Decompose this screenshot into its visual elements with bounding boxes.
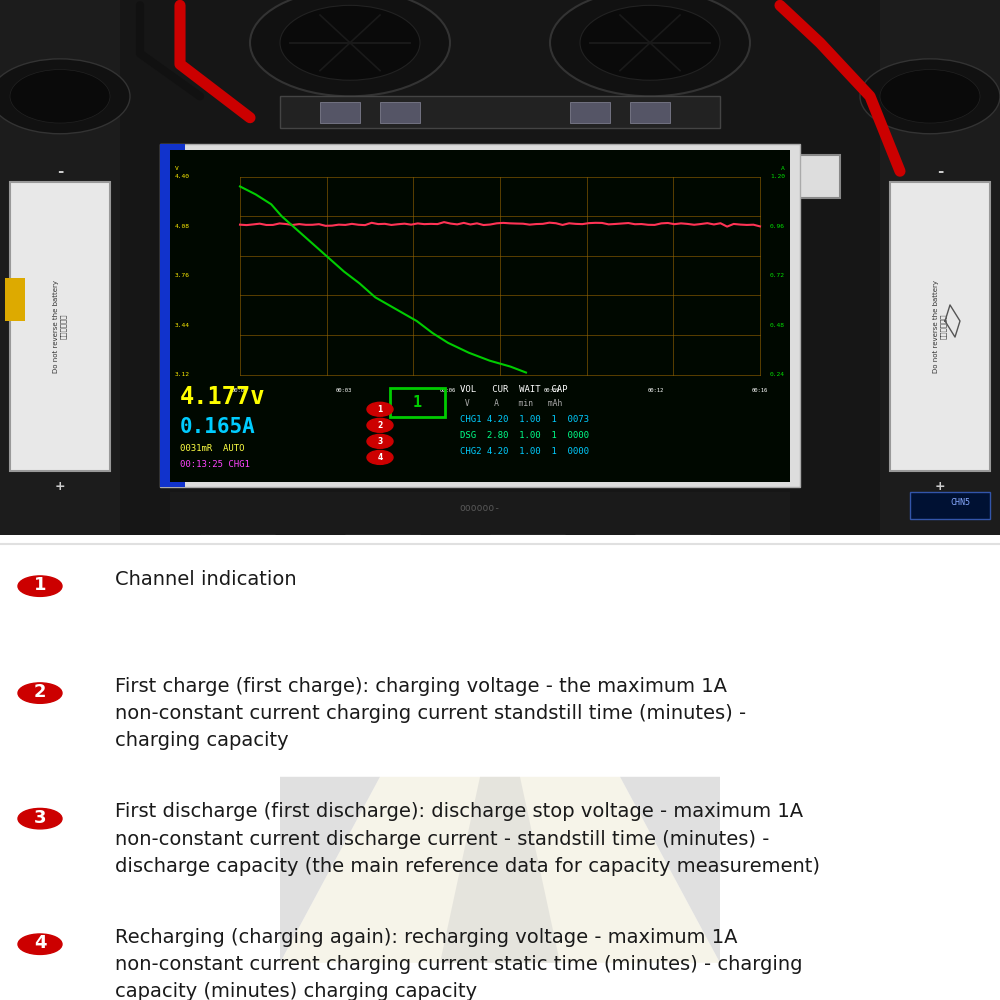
Circle shape <box>18 576 62 596</box>
Circle shape <box>18 808 62 829</box>
Bar <box>490 535 565 562</box>
Bar <box>380 102 420 123</box>
Circle shape <box>250 0 450 96</box>
Text: V: V <box>175 166 179 171</box>
Bar <box>890 182 990 471</box>
Bar <box>320 102 360 123</box>
Bar <box>170 492 790 535</box>
Text: CHG1 4.20  1.00  1  0073: CHG1 4.20 1.00 1 0073 <box>460 415 589 424</box>
Text: 3.76: 3.76 <box>175 273 190 278</box>
Text: 00:06: 00:06 <box>440 388 456 393</box>
Bar <box>345 535 420 562</box>
Text: 通道/CHN: 通道/CHN <box>663 575 683 581</box>
Bar <box>570 102 610 123</box>
Text: -: - <box>57 164 63 179</box>
Polygon shape <box>280 777 380 963</box>
Text: 3: 3 <box>377 437 383 446</box>
Text: 3.44: 3.44 <box>175 323 190 328</box>
Bar <box>120 0 880 535</box>
Text: 0.96: 0.96 <box>770 224 785 229</box>
Circle shape <box>365 539 401 558</box>
Bar <box>780 155 840 198</box>
Circle shape <box>220 539 256 558</box>
Text: Do not reverse the battery
禁止反接电池: Do not reverse the battery 禁止反接电池 <box>53 280 67 373</box>
Text: +: + <box>55 480 65 493</box>
Text: 4.40: 4.40 <box>175 174 190 179</box>
Circle shape <box>0 59 130 134</box>
Text: CHG2 4.20  1.00  1  0000: CHG2 4.20 1.00 1 0000 <box>460 447 589 456</box>
Text: 0.24: 0.24 <box>770 372 785 377</box>
Text: oooooo-: oooooo- <box>459 503 501 513</box>
Text: CHN5: CHN5 <box>950 498 970 507</box>
Polygon shape <box>620 777 720 963</box>
Text: 0.48: 0.48 <box>770 323 785 328</box>
Bar <box>910 492 990 519</box>
Text: 00:13:25 CHG1: 00:13:25 CHG1 <box>180 460 250 469</box>
Text: Recharging (charging again): recharging voltage - maximum 1A
non-constant curren: Recharging (charging again): recharging … <box>115 928 802 1000</box>
Text: 2: 2 <box>377 421 383 430</box>
Circle shape <box>10 70 110 123</box>
Text: V     A    min   mAh: V A min mAh <box>460 399 562 408</box>
Text: 4: 4 <box>377 453 383 462</box>
Text: 4.177v: 4.177v <box>180 385 266 409</box>
Text: 00:03: 00:03 <box>336 388 352 393</box>
Circle shape <box>367 450 393 464</box>
Text: A: A <box>781 166 785 171</box>
Bar <box>160 144 185 487</box>
Circle shape <box>880 70 980 123</box>
Circle shape <box>18 683 62 703</box>
Text: DSG  2.80  1.00  1  0000: DSG 2.80 1.00 1 0000 <box>460 431 589 440</box>
Bar <box>630 102 670 123</box>
Text: 1: 1 <box>412 395 422 410</box>
Text: Channel indication: Channel indication <box>115 570 297 589</box>
Bar <box>280 96 720 128</box>
Text: 3.12: 3.12 <box>175 372 190 377</box>
Text: 4: 4 <box>34 934 46 952</box>
Text: 1.20: 1.20 <box>770 174 785 179</box>
Text: 0031mR  AUTO: 0031mR AUTO <box>180 444 245 453</box>
Circle shape <box>655 539 691 558</box>
Text: 调整/S: 调整/S <box>377 575 389 581</box>
Text: +: + <box>935 480 945 493</box>
Bar <box>10 182 110 471</box>
Text: 2: 2 <box>34 683 46 701</box>
Bar <box>170 150 790 482</box>
Circle shape <box>367 418 393 432</box>
Bar <box>200 535 275 562</box>
Text: 0.165A: 0.165A <box>180 417 256 437</box>
Text: 1: 1 <box>34 576 46 594</box>
Bar <box>160 144 800 487</box>
Bar <box>5 278 25 321</box>
Bar <box>635 535 710 562</box>
Text: 00:09: 00:09 <box>544 388 560 393</box>
Text: 0.72: 0.72 <box>770 273 785 278</box>
Circle shape <box>280 5 420 80</box>
Text: 3: 3 <box>34 809 46 827</box>
Circle shape <box>367 434 393 448</box>
Text: 菜单/M: 菜单/M <box>232 575 245 581</box>
Text: VOL   CUR  WAIT  CAP: VOL CUR WAIT CAP <box>460 385 568 394</box>
Polygon shape <box>440 777 560 963</box>
Text: 00:12: 00:12 <box>648 388 664 393</box>
Circle shape <box>18 934 62 954</box>
Text: 1: 1 <box>377 405 383 414</box>
Text: -: - <box>937 164 943 179</box>
Polygon shape <box>280 777 720 963</box>
Bar <box>390 388 445 417</box>
Text: 00:00: 00:00 <box>232 388 248 393</box>
Circle shape <box>510 539 546 558</box>
Text: 00:16: 00:16 <box>752 388 768 393</box>
Text: 4.08: 4.08 <box>175 224 190 229</box>
Circle shape <box>860 59 1000 134</box>
Circle shape <box>580 5 720 80</box>
Text: First charge (first charge): charging voltage - the maximum 1A
non-constant curr: First charge (first charge): charging vo… <box>115 677 746 750</box>
Text: 启停/ R/S: 启停/ R/S <box>518 575 538 581</box>
Circle shape <box>550 0 750 96</box>
Circle shape <box>367 402 393 416</box>
Text: Do not reverse the battery
禁止反接电池: Do not reverse the battery 禁止反接电池 <box>933 280 947 373</box>
Text: First discharge (first discharge): discharge stop voltage - maximum 1A
non-const: First discharge (first discharge): disch… <box>115 802 820 876</box>
